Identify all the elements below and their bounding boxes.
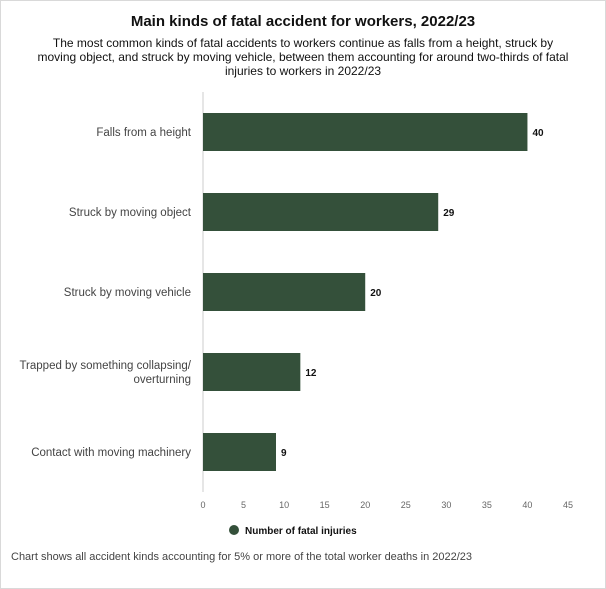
bar xyxy=(203,193,439,231)
x-tick-label: 30 xyxy=(441,500,451,510)
x-tick-label: 5 xyxy=(241,500,246,510)
data-label: 20 xyxy=(370,288,382,299)
category-label: Falls from a height xyxy=(96,127,191,139)
bar xyxy=(203,273,366,311)
category-label-line: Struck by moving vehicle xyxy=(64,287,191,299)
x-tick-label: 20 xyxy=(360,500,370,510)
data-label: 29 xyxy=(443,208,455,219)
x-tick-label: 0 xyxy=(200,500,205,510)
bar-chart: 40 Falls from a height 29 Struck by moving … xyxy=(19,92,573,537)
x-tick-label: 25 xyxy=(401,500,411,510)
category-label-line: Falls from a height xyxy=(96,127,191,139)
chart-footnote: Chart shows all accident kinds accountin… xyxy=(11,551,473,563)
category-label: Struck by moving object xyxy=(69,207,192,219)
legend-label: Number of fatal injuries xyxy=(245,526,357,537)
legend-marker xyxy=(229,525,239,535)
x-tick-label: 40 xyxy=(522,500,532,510)
data-label: 9 xyxy=(281,448,287,459)
category-label: Struck by moving vehicle xyxy=(64,287,191,299)
bar xyxy=(203,433,276,471)
x-tick-label: 10 xyxy=(279,500,289,510)
chart-subtitle: The most common kinds of fatal accidents… xyxy=(37,36,569,78)
category-label: Trapped by something collapsing/overturn… xyxy=(19,360,191,386)
category-label-line: overturning xyxy=(133,374,191,386)
data-label: 40 xyxy=(532,128,544,139)
chart-title: Main kinds of fatal accident for workers… xyxy=(130,13,476,30)
data-label: 12 xyxy=(305,368,317,379)
category-label-line: Struck by moving object xyxy=(69,207,192,219)
category-label: Contact with moving machinery xyxy=(31,447,191,459)
category-label-line: Trapped by something collapsing/ xyxy=(19,360,191,372)
bar xyxy=(203,113,528,151)
x-tick-label: 35 xyxy=(482,500,492,510)
x-tick-label: 45 xyxy=(563,500,573,510)
bar xyxy=(203,353,301,391)
category-label-line: Contact with moving machinery xyxy=(31,447,191,459)
x-tick-label: 15 xyxy=(320,500,330,510)
